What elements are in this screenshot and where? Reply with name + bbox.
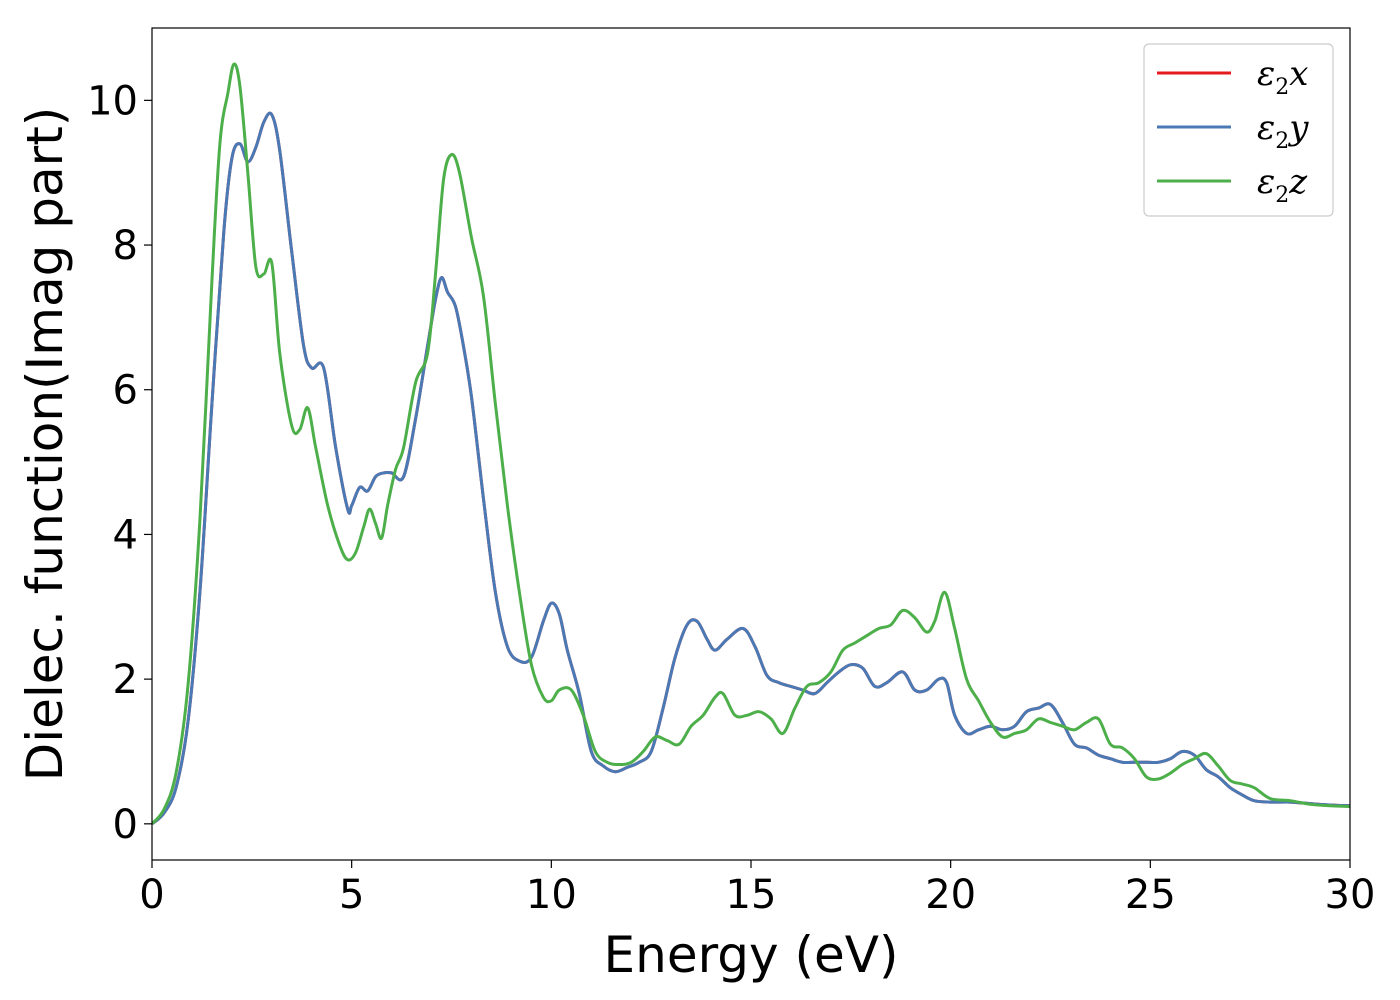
y-tick-label: 4 [113, 512, 138, 558]
y-tick-label: 0 [113, 802, 138, 848]
x-tick-label: 15 [726, 872, 777, 918]
y-axis-ticks: 0 2 4 6 8 10 [87, 78, 152, 848]
series-line-x [152, 111, 1350, 825]
plot-lines [152, 62, 1350, 825]
legend-label-z: ε2z [1257, 162, 1308, 208]
legend-entries: ε2x ε2y ε2z [1157, 54, 1309, 208]
x-tick-label: 0 [139, 872, 164, 918]
legend-box [1143, 43, 1334, 217]
x-tick-label: 20 [925, 872, 976, 918]
series-line-y [152, 111, 1350, 825]
x-axis-title: Energy (eV) [604, 926, 899, 984]
y-tick-label: 6 [113, 368, 138, 414]
x-axis-ticks: 0 5 10 15 20 25 30 [139, 860, 1375, 918]
x-tick-label: 5 [339, 872, 364, 918]
x-tick-label: 10 [526, 872, 577, 918]
legend: ε2x ε2y ε2z [1143, 43, 1334, 217]
y-tick-label: 8 [113, 223, 138, 269]
legend-label-x: ε2x [1257, 54, 1308, 100]
y-tick-label: 10 [87, 78, 138, 124]
x-tick-label: 30 [1325, 872, 1376, 918]
y-tick-label: 2 [113, 657, 138, 703]
x-tick-label: 25 [1125, 872, 1176, 918]
y-axis-title: Dielec. function(Imag part) [16, 107, 74, 782]
legend-label-y: ε2y [1257, 108, 1309, 154]
series-line-z [152, 62, 1350, 825]
